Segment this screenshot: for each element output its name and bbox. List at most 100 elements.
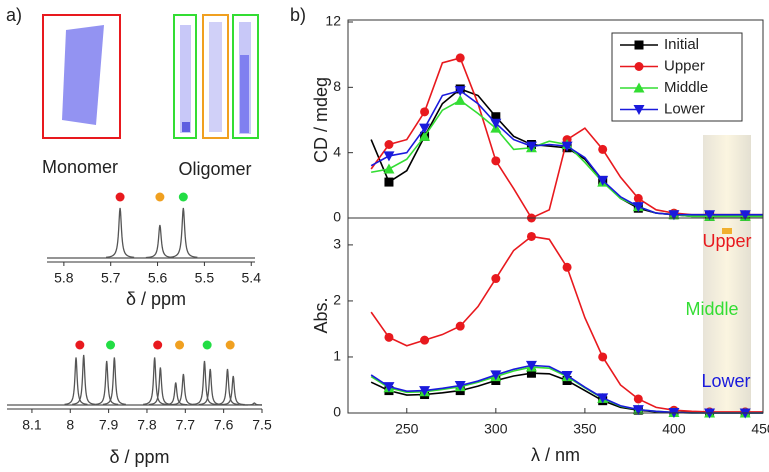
marker xyxy=(384,140,394,149)
marker xyxy=(633,193,643,203)
marker xyxy=(383,151,395,162)
y-tick-label: 3 xyxy=(333,236,341,252)
plot-frame xyxy=(347,19,764,414)
panel-label: b) xyxy=(290,5,306,25)
x-tick-label: 8.1 xyxy=(22,417,42,433)
oligomer-schematic xyxy=(173,14,259,139)
marker xyxy=(419,130,431,141)
marker xyxy=(384,177,394,187)
y-axis-label: CD / mdeg xyxy=(311,77,331,163)
marker xyxy=(562,262,572,272)
peak-marker xyxy=(202,340,212,350)
x-tick-label: 300 xyxy=(484,421,508,437)
x-tick-label: 450 xyxy=(751,421,769,437)
marker xyxy=(383,163,395,174)
y-tick-label: 0 xyxy=(333,209,341,225)
peak-marker xyxy=(225,340,235,350)
peak xyxy=(164,382,188,406)
marker xyxy=(634,62,644,71)
marker xyxy=(561,141,573,152)
marker xyxy=(525,141,537,152)
schematic-label: Monomer xyxy=(42,157,118,177)
peak-marker xyxy=(106,340,116,350)
marker xyxy=(419,386,431,397)
peak xyxy=(102,357,126,406)
oligomer-box xyxy=(173,14,197,139)
marker xyxy=(491,274,501,284)
marker xyxy=(668,210,680,221)
legend-label: Upper xyxy=(664,57,705,74)
x-axis-label: δ / ppm xyxy=(109,447,169,467)
y-tick-label: 8 xyxy=(333,78,341,94)
peak-marker xyxy=(115,192,125,202)
marker xyxy=(634,40,644,50)
marker xyxy=(633,82,645,93)
peak xyxy=(95,360,119,406)
x-tick-label: 5.4 xyxy=(242,270,262,286)
marker xyxy=(455,53,465,63)
x-tick-label: 350 xyxy=(573,421,597,437)
tube-label: Upper xyxy=(702,231,751,251)
x-tick-label: 8 xyxy=(66,417,74,433)
marker xyxy=(491,156,501,166)
monomer-box xyxy=(42,14,121,139)
marker xyxy=(420,335,430,345)
legend-label: Middle xyxy=(664,79,708,96)
x-tick-label: 5.8 xyxy=(54,270,74,286)
legend-label: Lower xyxy=(664,100,705,117)
y-tick-label: 4 xyxy=(333,143,341,159)
marker xyxy=(383,382,395,393)
panel-label: a) xyxy=(6,5,22,25)
oligomer-shape xyxy=(182,122,190,132)
oligomer-shape xyxy=(209,22,222,132)
marker xyxy=(704,210,716,221)
x-tick-label: 7.7 xyxy=(176,417,196,433)
x-tick-label: 7.6 xyxy=(214,417,234,433)
peak xyxy=(242,402,263,406)
marker xyxy=(633,105,645,115)
marker xyxy=(598,352,608,362)
oligomer-box xyxy=(202,14,229,139)
marker xyxy=(526,231,536,241)
marker xyxy=(420,107,430,117)
x-tick-label: 5.5 xyxy=(195,270,215,286)
marker xyxy=(598,144,608,154)
peak xyxy=(143,357,167,406)
x-tick-label: 7.9 xyxy=(99,417,119,433)
peak xyxy=(64,357,88,406)
x-axis-label: δ / ppm xyxy=(126,289,186,309)
marker xyxy=(454,94,466,105)
peak xyxy=(105,207,135,258)
peak-marker xyxy=(175,340,185,350)
peak xyxy=(72,354,96,405)
peak-marker xyxy=(155,192,165,202)
marker xyxy=(490,370,502,381)
marker xyxy=(491,112,501,122)
peak-marker xyxy=(178,192,188,202)
marker xyxy=(455,321,465,331)
x-tick-label: 250 xyxy=(395,421,419,437)
x-tick-label: 5.6 xyxy=(148,270,168,286)
legend-box xyxy=(611,32,743,122)
marker xyxy=(739,210,751,221)
oligomer-shape xyxy=(240,55,249,133)
y-tick-label: 0 xyxy=(333,404,341,420)
peak-marker xyxy=(75,340,85,350)
marker xyxy=(526,368,536,378)
peak xyxy=(198,368,222,406)
y-tick-label: 12 xyxy=(325,13,341,29)
peak xyxy=(171,373,195,406)
peak xyxy=(169,207,198,258)
peak xyxy=(221,375,245,406)
tube-band xyxy=(722,228,732,234)
marker xyxy=(561,370,573,381)
y-tick-label: 1 xyxy=(333,348,341,364)
legend-label: Initial xyxy=(664,36,699,53)
peak xyxy=(215,368,240,406)
oligomer-shape xyxy=(180,25,191,133)
monomer-shape xyxy=(62,25,104,125)
y-axis-label: Abs. xyxy=(311,297,331,333)
marker xyxy=(419,123,431,134)
marker xyxy=(597,175,609,186)
